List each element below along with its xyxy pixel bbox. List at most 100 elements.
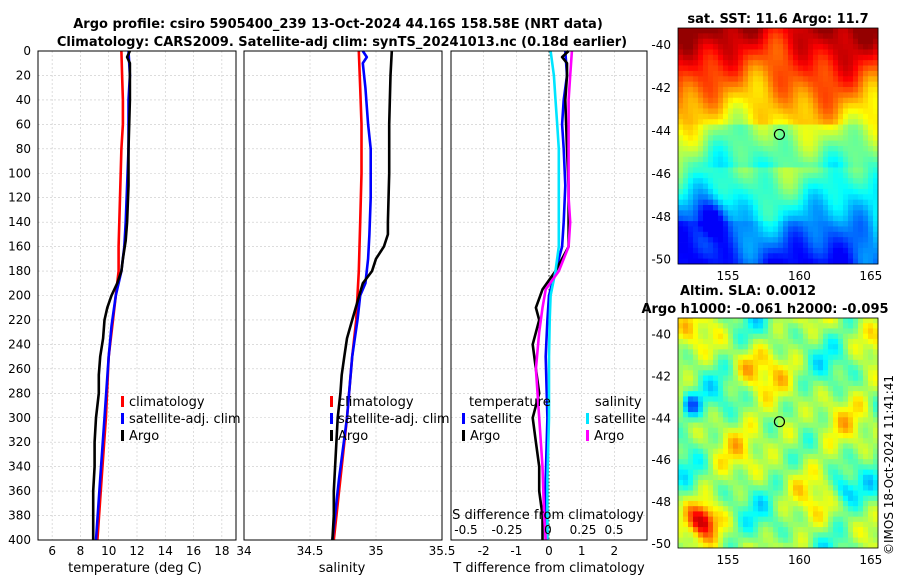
sla-cell bbox=[808, 438, 814, 444]
sst-cell bbox=[733, 178, 739, 184]
sla-cell bbox=[703, 323, 709, 329]
sla-cell bbox=[743, 464, 749, 470]
t-difference-tick-labels: -2 -1 0 1 2 bbox=[478, 544, 618, 558]
sst-cell bbox=[858, 146, 864, 152]
sst-cell bbox=[848, 247, 854, 254]
sst-cell bbox=[728, 54, 734, 61]
sla-cell bbox=[873, 427, 879, 434]
sla-cell bbox=[778, 459, 784, 465]
sst-cell bbox=[738, 119, 744, 125]
sst-cell bbox=[823, 231, 829, 238]
sst-cell bbox=[698, 135, 704, 142]
sst-cell bbox=[708, 44, 714, 50]
sst-cell bbox=[863, 103, 869, 109]
sst-cell bbox=[768, 124, 774, 131]
sst-cell bbox=[858, 221, 864, 227]
sla-cell bbox=[723, 490, 729, 497]
sst-cell bbox=[848, 194, 854, 201]
sla-cell bbox=[723, 396, 729, 403]
sla-cell bbox=[698, 516, 704, 523]
sla-cell bbox=[718, 495, 724, 502]
sla-cell bbox=[708, 511, 714, 518]
sst-cell bbox=[858, 231, 864, 238]
sst-cell bbox=[693, 183, 699, 190]
sst-cell bbox=[778, 119, 784, 125]
sst-cell bbox=[813, 119, 819, 125]
sla-cell bbox=[698, 323, 704, 329]
sla-cell bbox=[773, 443, 779, 450]
sla-cell bbox=[713, 328, 719, 335]
sst-cell bbox=[758, 108, 764, 115]
sst-cell bbox=[818, 210, 824, 217]
sst-cell bbox=[718, 183, 724, 190]
sst-cell bbox=[838, 76, 844, 83]
sst-cell bbox=[838, 124, 844, 131]
sla-cell bbox=[723, 370, 729, 376]
sla-cell bbox=[703, 354, 709, 361]
sla-cell bbox=[703, 375, 709, 382]
series-line-argo bbox=[331, 50, 394, 541]
sla-cell bbox=[733, 349, 739, 355]
sst-cell bbox=[688, 188, 694, 195]
sst-cell bbox=[693, 33, 699, 40]
sla-cell bbox=[693, 438, 699, 444]
sst-cell bbox=[713, 49, 719, 56]
sst-cell bbox=[703, 258, 709, 265]
sla-cell bbox=[733, 412, 739, 418]
sla-cell bbox=[703, 485, 709, 491]
legend-title-salinity: salinity bbox=[595, 395, 642, 410]
sla-cell bbox=[748, 459, 754, 465]
sst-cell bbox=[728, 76, 734, 83]
sst-cell bbox=[853, 87, 859, 93]
sst-cell bbox=[843, 178, 849, 184]
sst-cell bbox=[763, 167, 769, 174]
sst-cell bbox=[698, 231, 704, 238]
sla-cell bbox=[813, 453, 819, 460]
sst-cell bbox=[863, 242, 869, 249]
sla-cell bbox=[868, 328, 874, 335]
sla-cell bbox=[758, 469, 764, 476]
sla-cell bbox=[683, 391, 689, 397]
sla-cell bbox=[683, 323, 689, 329]
sst-cell bbox=[803, 178, 809, 184]
sst-cell bbox=[803, 183, 809, 190]
sst-cell bbox=[728, 247, 734, 254]
sst-cell bbox=[743, 156, 749, 163]
sst-cell bbox=[803, 221, 809, 227]
sla-cell bbox=[803, 490, 809, 497]
sla-cell bbox=[728, 375, 734, 382]
sst-cell bbox=[688, 210, 694, 217]
sla-cell bbox=[853, 370, 859, 376]
sst-cell bbox=[783, 194, 789, 201]
sla-cell bbox=[798, 433, 804, 439]
sla-cell bbox=[713, 448, 719, 455]
sst-cell bbox=[733, 199, 739, 206]
sla-cell bbox=[848, 464, 854, 470]
sla-cell bbox=[868, 323, 874, 329]
sla-cell bbox=[828, 459, 834, 465]
sla-cell bbox=[743, 333, 749, 340]
sst-cell bbox=[843, 28, 849, 34]
sst-cell bbox=[793, 87, 799, 93]
sst-cell bbox=[808, 146, 814, 152]
sst-cell bbox=[748, 76, 754, 83]
sla-cell bbox=[693, 422, 699, 429]
sla-cell bbox=[773, 448, 779, 455]
sst-cell bbox=[743, 162, 749, 168]
sla-cell bbox=[768, 500, 774, 507]
sst-cell bbox=[838, 87, 844, 93]
sla-cell bbox=[698, 375, 704, 382]
sla-cell bbox=[813, 365, 819, 371]
sla-cell bbox=[823, 422, 829, 429]
sla-cell bbox=[808, 380, 814, 387]
sst-cell bbox=[738, 167, 744, 174]
sla-cell bbox=[868, 532, 874, 538]
sla-cell bbox=[858, 459, 864, 465]
sst-cell bbox=[688, 231, 694, 238]
sst-cell bbox=[853, 167, 859, 174]
sst-cell bbox=[873, 247, 879, 254]
sla-cell bbox=[708, 485, 714, 491]
sla-cell bbox=[683, 485, 689, 491]
sla-cell bbox=[868, 506, 874, 512]
sst-cell bbox=[828, 119, 834, 125]
